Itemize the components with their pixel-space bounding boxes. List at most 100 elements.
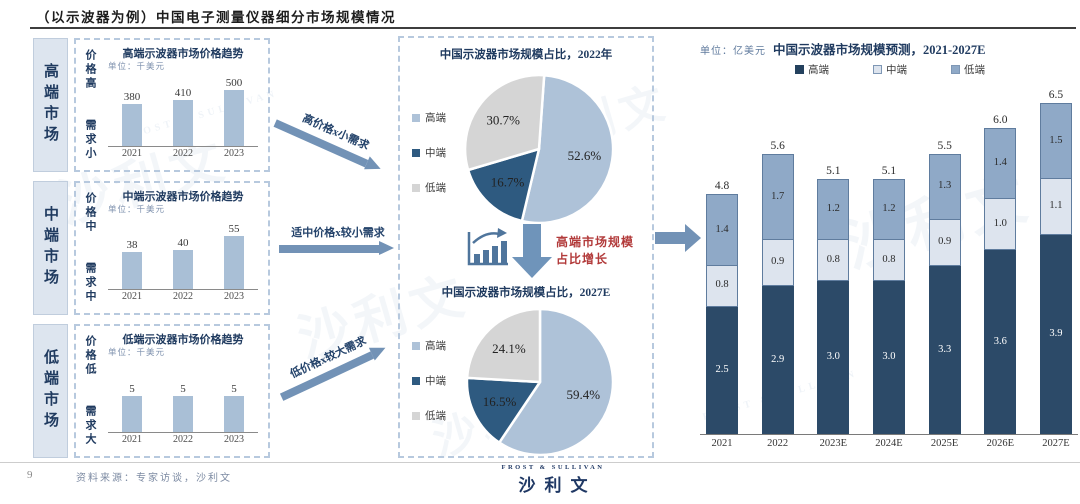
segment-label-text: 高端市场 (42, 63, 58, 147)
mini-chart-unit: 单位：千美元 (108, 61, 166, 71)
forecast-stacked-bars: 4.8 1.4 0.8 2.5 5.6 1.7 0.9 2.9 5.1 1.2 0.8 3.0 5.1 1… (702, 86, 1076, 434)
logo-cjk-text: 沙利文 (518, 476, 597, 495)
bar-value-label: 55 (228, 222, 240, 235)
segment-panel-high-end: 高端市场 价格高 需求小 高端示波器市场价格趋势 单位：千美元 380 410 50… (33, 38, 271, 172)
price-trait: 价格高 (84, 49, 96, 91)
legend-item-mid-end: 中端 (873, 62, 907, 77)
bar-segment-中端: 0.8 (817, 240, 850, 281)
legend-item-low-end: 低端 (951, 62, 985, 77)
bar-value-label: 380 (123, 90, 141, 103)
bar-segment-高端: 3.0 (817, 281, 850, 434)
legend-item-mid-end: 中端 (412, 373, 446, 388)
bar-total-label: 5.6 (770, 139, 785, 152)
stacked-bar-column: 4.8 1.4 0.8 2.5 (702, 180, 742, 434)
mini-bar-column: 5 (114, 383, 150, 432)
mini-chart-categories: 2021 2022 2023 (108, 434, 258, 445)
trait-column: 价格中 需求中 (80, 192, 100, 304)
bar-value-label: 500 (225, 77, 243, 90)
x-axis-label: 2023E (819, 438, 848, 449)
x-axis-label: 2024E (875, 438, 903, 449)
bar-segment-高端: 3.3 (928, 265, 961, 434)
bar-segment-低端: 1.5 (1039, 102, 1072, 180)
pie-value-label: 16.5% (483, 394, 517, 409)
bar (122, 103, 142, 146)
x-axis-label: 2026E (986, 438, 1014, 449)
legend-item-high-end: 高端 (412, 338, 446, 353)
pie-2027-legend: 高端 中端 低端 (412, 338, 446, 423)
demand-trait: 需求小 (84, 119, 96, 161)
arrow-right-icon (277, 241, 399, 256)
mini-bar-column: 5 (216, 383, 252, 432)
growth-note-line1: 高端市场规模 (556, 235, 635, 249)
legend-label: 高端 (425, 113, 446, 124)
pie-slice-低端 (463, 73, 546, 172)
pie-slice-高端 (520, 73, 615, 225)
x-axis-label: 2022 (767, 438, 789, 449)
stacked-bar-column: 6.5 1.5 1.1 3.9 (1036, 89, 1076, 434)
legend-label: 低端 (425, 183, 446, 194)
bar-category-label: 2021 (122, 434, 142, 445)
bar-value-label: 410 (174, 87, 192, 100)
bar-category-label: 2023 (224, 434, 244, 445)
flow-arrow-high-end: 高价格x小需求 (270, 99, 394, 178)
pie-charts-card: 中国示波器市场规模占比，2022年 高端 中端 低端 52.6% 16.7% 30.… (398, 36, 654, 458)
bar-category-label: 2021 (122, 291, 142, 302)
pie-slice-中端 (466, 147, 541, 223)
bar-category-label: 2022 (173, 434, 193, 445)
bar-total-label: 6.5 (1048, 88, 1064, 101)
forecast-axis-line (700, 434, 1078, 435)
bar (122, 252, 142, 289)
mini-chart-title: 低端示波器市场价格趋势 (122, 334, 244, 346)
pie-value-label: 52.6% (568, 148, 602, 163)
legend-label: 中端 (425, 376, 446, 387)
bar (224, 90, 244, 146)
page-number: 9 (27, 469, 33, 481)
growth-note: 高端市场规模 占比增长 (556, 234, 634, 269)
bar-total-label: 5.1 (881, 165, 897, 178)
bar-total-label: 5.5 (937, 139, 952, 152)
bar-segment-高端: 2.5 (706, 306, 738, 434)
bar-value-label: 5 (180, 382, 186, 395)
bar-segment-低端: 1.2 (817, 179, 850, 241)
bar-segment-中端: 0.8 (706, 265, 738, 307)
source-note: 资料来源：专家访谈，沙利文 (76, 473, 232, 484)
bar (173, 250, 193, 289)
flow-arrow-mid-end: 适中价格x较小需求 (277, 224, 399, 256)
stacked-bar-column: 5.6 1.7 0.9 2.9 (758, 140, 798, 434)
growth-note-line2: 占比增长 (556, 252, 609, 267)
segment-label-high-end: 高端市场 (33, 38, 68, 172)
right-arrow-icon (655, 224, 703, 252)
legend-swatch-mid-end (412, 376, 420, 385)
bar-category-label: 2021 (122, 148, 142, 159)
x-axis-label: 2021 (711, 438, 733, 449)
bar-segment-中端: 0.9 (928, 219, 961, 266)
price-trait: 价格中 (84, 192, 96, 234)
pie-chart-2022: 52.6% 16.7% 30.7% (463, 73, 615, 225)
bar-category-label: 2023 (224, 148, 244, 159)
legend-label: 低端 (425, 411, 446, 422)
pie-2022-title: 中国示波器市场规模占比，2022年 (439, 49, 613, 61)
pie-value-label: 16.7% (491, 174, 525, 189)
bar-segment-低端: 1.7 (761, 153, 794, 241)
legend-swatch-low-end (412, 183, 420, 192)
bar-segment-中端: 0.8 (872, 240, 905, 281)
down-arrow-icon (512, 224, 552, 280)
mini-bar-chart: 38 40 55 (108, 217, 258, 290)
mini-chart-categories: 2021 2022 2023 (108, 148, 258, 159)
mini-bar-chart: 5 5 5 (108, 360, 258, 433)
pie-value-label: 59.4% (567, 387, 601, 402)
bar-category-label: 2022 (173, 148, 193, 159)
x-axis-label: 2027E (1042, 438, 1070, 449)
bar-total-label: 6.0 (993, 114, 1008, 127)
stacked-bar-column: 6.0 1.4 1.0 3.6 (980, 114, 1020, 434)
mini-chart-unit: 单位：千美元 (108, 347, 166, 357)
price-trait: 价格低 (84, 335, 96, 377)
mini-bar-column: 40 (165, 237, 201, 289)
pie-slice-低端 (465, 307, 542, 384)
trait-column: 价格高 需求小 (80, 49, 100, 161)
pie-chart-2027: 59.4% 16.5% 24.1% (465, 307, 615, 457)
bar-total-label: 5.1 (826, 165, 841, 178)
bar (173, 100, 193, 146)
legend-label: 中端 (425, 148, 446, 159)
